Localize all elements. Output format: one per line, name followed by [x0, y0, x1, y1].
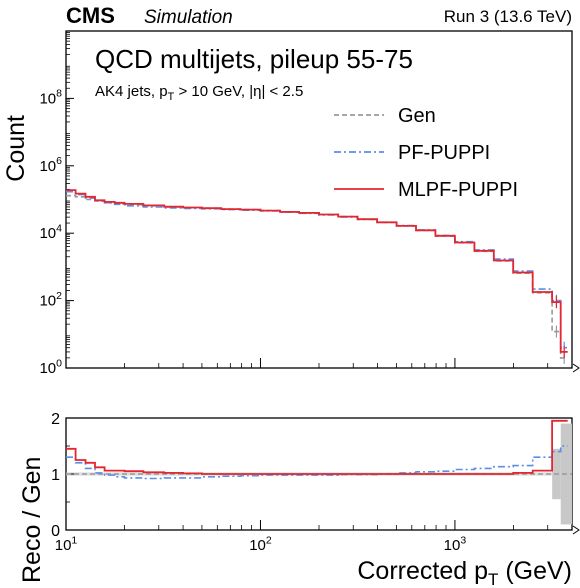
ratio-y-axis-label: Reco / Gen [18, 457, 46, 583]
main-ticks: 100 102 104 106 108 [39, 32, 580, 377]
main-y-tick-label: 102 [39, 290, 62, 310]
x-tick-label: 101 [55, 534, 78, 554]
legend: Gen PF-PUPPI MLPF-PUPPI [334, 105, 518, 201]
main-y-tick-label: 104 [39, 222, 62, 242]
ratio-y-tick-label: 2 [51, 411, 60, 428]
series-gen-line [66, 194, 568, 359]
ratio-ticks: 0 1 2 101 102 103 [51, 411, 580, 554]
ratio-y-tick-label: 1 [51, 467, 60, 484]
ratio-x-axis-arrow [572, 525, 580, 535]
series-mlpf-puppi-line [66, 189, 568, 353]
main-x-axis-arrow [572, 363, 580, 373]
legend-pf-puppi-label: PF-PUPPI [398, 142, 490, 164]
ratio-mlpf-puppi-line [66, 419, 568, 475]
ratio-y-tick-label: 0 [51, 523, 60, 540]
plot-title: QCD multijets, pileup 55-75 [95, 44, 413, 74]
x-tick-label: 102 [249, 534, 272, 554]
selection-cut: AK4 jets, pT > 10 GeV, |η| < 2.5 [95, 83, 303, 103]
ratio-series [66, 419, 572, 480]
ratio-pf-puppi-line [66, 445, 568, 480]
simulation-label: Simulation [144, 7, 233, 28]
x-tick-label: 103 [444, 534, 467, 554]
x-axis-label: Corrected pT (GeV) [357, 557, 572, 588]
run-label: Run 3 (13.6 TeV) [444, 7, 572, 26]
legend-gen-label: Gen [398, 105, 436, 127]
main-series [66, 189, 568, 364]
series-pf-puppi-line [66, 190, 568, 349]
main-y-tick-label: 106 [39, 155, 62, 175]
legend-mlpf-puppi-label: MLPF-PUPPI [398, 179, 518, 201]
main-y-tick-label: 100 [39, 357, 62, 377]
cms-label: CMS [66, 3, 115, 28]
main-y-axis-label: Count [2, 115, 30, 182]
main-y-tick-label: 108 [39, 88, 62, 108]
